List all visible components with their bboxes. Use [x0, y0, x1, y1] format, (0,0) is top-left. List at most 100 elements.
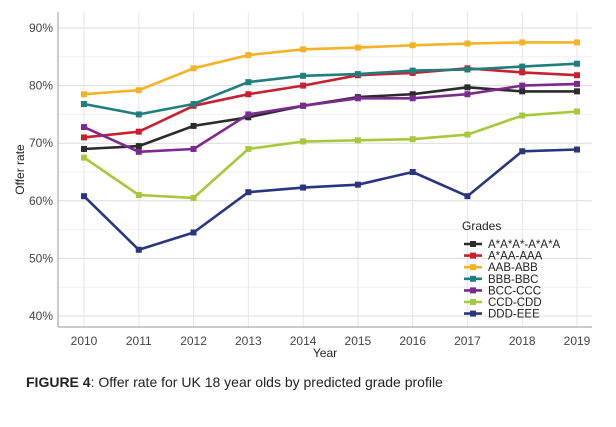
- series-4: [81, 60, 580, 118]
- data-point: [574, 39, 580, 46]
- data-point: [300, 82, 307, 89]
- data-point: [409, 42, 416, 49]
- data-point: [574, 80, 580, 87]
- data-point: [354, 44, 361, 51]
- axes: 40% 50% 60% 70% 80% 90% 2010 2011 2012 2013 2014 20…: [13, 12, 592, 360]
- x-tick-label: 2012: [180, 334, 207, 348]
- legend-label: A*A*A*-A*A*A: [488, 239, 561, 251]
- data-point: [81, 134, 87, 141]
- x-tick-label: 2010: [71, 334, 98, 348]
- data-point: [464, 91, 471, 98]
- data-point: [464, 131, 471, 138]
- y-tick-label: 90%: [29, 21, 53, 35]
- data-point: [135, 143, 142, 150]
- data-point: [519, 63, 526, 70]
- data-point: [354, 71, 361, 78]
- legend-swatch-marker: [470, 275, 476, 282]
- data-point: [300, 184, 307, 191]
- x-axis-title: Year: [313, 346, 337, 360]
- legend-swatch-marker: [470, 287, 476, 294]
- data-point: [354, 95, 361, 102]
- legend-label: AAB-ABB: [488, 262, 538, 274]
- data-point: [519, 88, 526, 95]
- data-point: [409, 91, 416, 98]
- x-tick-label: 2018: [509, 334, 536, 348]
- series-7: [81, 146, 580, 253]
- data-point: [519, 39, 526, 46]
- data-point: [409, 95, 416, 102]
- data-point: [464, 66, 471, 73]
- data-point: [519, 112, 526, 119]
- data-point: [190, 194, 197, 201]
- x-tick-label: 2014: [290, 334, 317, 348]
- data-point: [190, 101, 197, 108]
- x-tick-label: 2011: [126, 334, 152, 348]
- data-point: [135, 246, 142, 253]
- series-line: [83, 62, 578, 116]
- caption-lead: FIGURE 4: [26, 374, 91, 390]
- legend-label: DDD-EEE: [488, 309, 540, 321]
- data-point: [81, 101, 87, 108]
- legend-swatch-marker: [470, 310, 476, 317]
- data-point: [135, 128, 142, 135]
- data-point: [519, 69, 526, 76]
- data-point: [409, 67, 416, 74]
- legend-swatch-marker: [470, 241, 476, 247]
- data-point: [464, 84, 471, 91]
- data-point: [135, 148, 142, 155]
- data-point: [574, 60, 580, 67]
- legend-item: A*AA-AAA: [464, 251, 543, 263]
- data-point: [409, 136, 416, 143]
- series-group: [81, 39, 580, 253]
- series-line: [83, 41, 577, 96]
- legend-swatch-marker: [470, 264, 476, 271]
- data-point: [245, 91, 252, 98]
- y-tick-label: 80%: [29, 79, 53, 93]
- data-point: [81, 154, 87, 161]
- data-point: [245, 189, 252, 196]
- data-point: [190, 122, 197, 129]
- y-tick-label: 70%: [29, 136, 53, 150]
- data-point: [81, 193, 87, 200]
- data-point: [190, 229, 197, 236]
- series-line: [83, 82, 578, 154]
- legend-item: A*A*A*-A*A*A: [464, 239, 561, 251]
- data-point: [190, 145, 197, 152]
- data-point: [245, 79, 252, 86]
- legend-swatch-marker: [470, 299, 476, 305]
- legend-item: BBB-BBC: [464, 274, 539, 286]
- legend-label: BCC-CCC: [488, 285, 541, 297]
- y-tick-label: 60%: [29, 194, 53, 208]
- y-tick-label: 50%: [29, 251, 53, 265]
- data-point: [354, 137, 361, 144]
- data-point: [574, 72, 580, 79]
- x-tick-label: 2016: [399, 334, 426, 348]
- data-point: [135, 111, 142, 118]
- data-point: [81, 124, 87, 131]
- plot-area: [58, 12, 592, 327]
- grid: [58, 12, 592, 327]
- data-point: [574, 108, 580, 115]
- legend-label: A*AA-AAA: [488, 251, 543, 263]
- data-point: [135, 192, 142, 199]
- x-tick-label: 2019: [564, 334, 591, 348]
- data-point: [300, 46, 307, 53]
- y-axis-title: Offer rate: [13, 144, 27, 195]
- data-point: [300, 102, 307, 109]
- series-5: [81, 80, 580, 155]
- data-point: [409, 169, 416, 175]
- data-point: [81, 91, 87, 98]
- x-tick-label: 2015: [345, 334, 372, 348]
- data-point: [574, 88, 580, 95]
- legend-item: DDD-EEE: [464, 309, 540, 321]
- series-line: [83, 148, 578, 252]
- data-point: [81, 145, 87, 152]
- series-3: [81, 39, 580, 98]
- data-point: [300, 72, 307, 79]
- series-6: [81, 108, 580, 201]
- data-point: [245, 145, 252, 152]
- data-point: [354, 181, 361, 188]
- data-point: [464, 40, 471, 47]
- y-tick-label: 40%: [29, 309, 53, 323]
